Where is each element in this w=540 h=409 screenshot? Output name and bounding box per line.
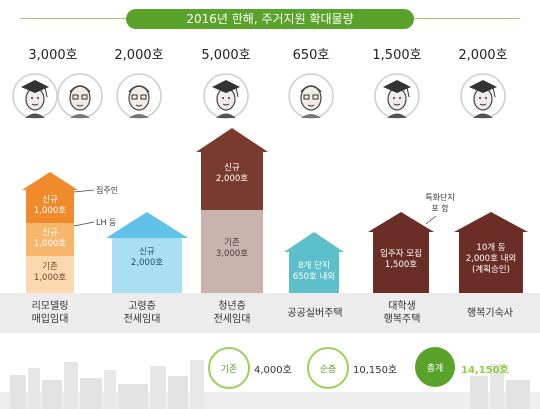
elderly-face-icon xyxy=(116,73,162,119)
count-student: 1,500호 xyxy=(372,48,422,63)
elderly-house-label: 신규 2,000호 xyxy=(130,247,164,268)
page-title: 2016년 한해, 주거지원 확대물량 xyxy=(126,9,414,29)
graduate-face-icon xyxy=(460,73,506,119)
category-elderly: 고령층 전세임대 xyxy=(123,301,161,325)
annotation-lh: LH 등 xyxy=(96,218,117,227)
annotation-special-complex: 특화단지 포 함 xyxy=(425,193,455,213)
count-youth: 5,000호 xyxy=(201,48,251,63)
annotation-line xyxy=(73,221,95,227)
remodel-top-label: 신규 1,000호 xyxy=(33,195,67,216)
existing-value: 4,000호 xyxy=(254,365,292,376)
category-remodel: 리모델링 매입임대 xyxy=(31,301,69,325)
faces-row xyxy=(12,73,506,119)
annotation-line xyxy=(425,215,437,225)
graduate-face-icon xyxy=(374,73,420,119)
count-dorm: 2,000호 xyxy=(458,48,508,63)
youth-top-label: 신규 2,000호 xyxy=(215,163,249,184)
graduate-face-icon xyxy=(12,73,58,119)
net-increase-value: 10,150호 xyxy=(353,365,398,376)
skyline-graphic xyxy=(0,360,540,409)
count-elderly: 2,000호 xyxy=(114,48,164,63)
elderly-face-icon xyxy=(288,73,334,119)
category-youth: 청년층 전세임대 xyxy=(213,301,251,325)
graduate-face-icon xyxy=(203,73,249,119)
title-area: 2016년 한해, 주거지원 확대물량 xyxy=(0,0,540,34)
house-silver xyxy=(284,232,344,293)
houses-graphic xyxy=(22,128,528,293)
count-remodel: 3,000호 xyxy=(28,48,78,63)
house-elderly xyxy=(106,212,188,293)
student-house-label: 입주자 모집 1,500호 xyxy=(380,249,422,270)
net-increase-circle: 순증 xyxy=(307,347,349,389)
house-dorm xyxy=(454,212,528,293)
total-circle: 총계 xyxy=(415,347,455,387)
silver-house-label: 8개 단지 650호 내외 xyxy=(292,261,336,282)
title-divider-left xyxy=(20,18,126,19)
count-silver: 650호 xyxy=(292,48,330,63)
annotation-line xyxy=(73,189,95,193)
house-youth xyxy=(196,128,268,293)
title-divider-right xyxy=(414,18,520,19)
house-student xyxy=(368,212,434,293)
house-remodel xyxy=(22,172,78,293)
dorm-house-label: 10개 동 2,000호 내외 (계획승인) xyxy=(465,243,517,275)
remodel-bottom-label: 기존 1,000호 xyxy=(33,262,67,283)
existing-circle: 기존 xyxy=(208,347,250,389)
elderly-face-icon xyxy=(57,73,103,119)
annotation-landlord: 집주인 xyxy=(96,186,119,195)
category-silver: 공공실버주택 xyxy=(287,307,343,319)
total-value: 14,150호 xyxy=(461,365,509,376)
category-student: 대학생 행복주택 xyxy=(383,301,421,325)
category-row: 리모델링 매입임대 고령층 전세임대 청년층 전세임대 공공실버주택 대학생 행복주택 … xyxy=(0,293,540,333)
youth-bottom-label: 기존 3,000호 xyxy=(215,238,249,259)
category-dorm: 행복기숙사 xyxy=(467,307,513,319)
remodel-middle-label: 신규 1,000호 xyxy=(33,228,67,249)
